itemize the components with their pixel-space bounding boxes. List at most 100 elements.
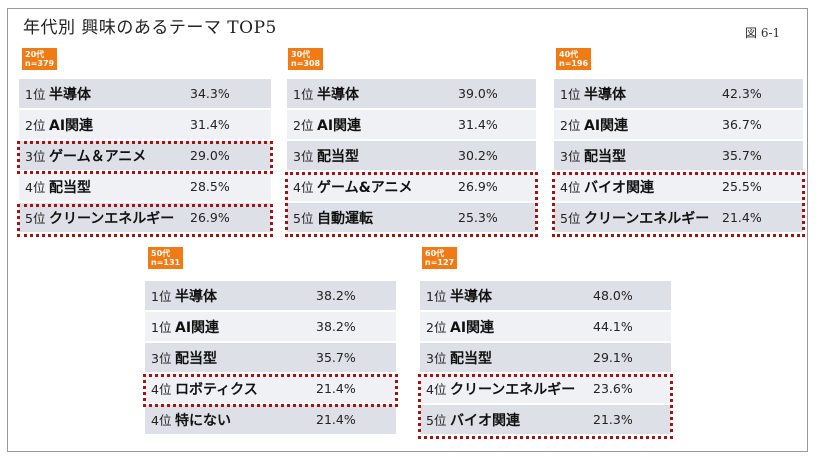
badge-sample-size: n=127 [425,258,455,267]
percentage-value: 25.5% [722,179,762,194]
table-row: 3位 配当型 30.2% [287,141,536,172]
percentage-value: 21.4% [316,381,356,396]
badge-age: 60代 [425,249,445,258]
table-row: 4位 特にない 21.4% [145,405,396,436]
table-row: 3位 配当型 29.1% [420,343,671,374]
percentage-value: 36.7% [722,117,762,132]
percentage-value: 21.4% [316,412,356,427]
percentage-value: 35.7% [722,148,762,163]
rank-label: 2位 [293,118,314,133]
table-row: 1位 半導体 42.3% [554,79,803,110]
rank-label: 4位 [560,180,581,195]
percentage-value: 26.9% [458,179,498,194]
theme-label: 特にない [175,412,231,429]
theme-label: 半導体 [450,288,492,305]
table-row: 3位 配当型 35.7% [554,141,803,172]
ranking-table-40s: 1位 半導体 42.3% 2位 AI関連 36.7% 3位 配当型 35.7% 4位 バイオ関… [554,79,803,234]
table-row: 3位 ゲーム＆アニメ 29.0% [19,141,271,172]
theme-label: バイオ関連 [584,179,654,196]
rank-label: 1位 [293,87,314,102]
percentage-value: 23.6% [593,381,633,396]
rank-label: 3位 [151,351,172,366]
table-row: 1位 半導体 48.0% [420,281,671,312]
theme-label: バイオ関連 [450,412,520,429]
rank-label: 2位 [25,118,46,133]
table-row: 2位 AI関連 31.4% [19,110,271,141]
theme-label: AI関連 [584,117,629,134]
rank-label: 1位 [151,320,172,335]
percentage-value: 48.0% [593,288,633,303]
theme-label: 配当型 [317,148,359,165]
rank-label: 3位 [25,149,46,164]
percentage-value: 31.4% [190,117,230,132]
badge-sample-size: n=131 [151,258,181,267]
table-row: 2位 AI関連 44.1% [420,312,671,343]
rank-label: 3位 [293,149,314,164]
theme-label: 配当型 [450,350,492,367]
badge-age: 40代 [559,50,579,59]
theme-label: ゲーム&アニメ [317,179,413,196]
rank-label: 5位 [560,211,581,226]
percentage-value: 39.0% [458,86,498,101]
theme-label: AI関連 [450,319,495,336]
badge-sample-size: n=379 [25,59,55,68]
rank-label: 2位 [560,118,581,133]
table-row: 5位 自動運転 25.3% [287,203,536,234]
percentage-value: 38.2% [316,288,356,303]
table-row: 5位 クリーンエネルギー 21.4% [554,203,803,234]
percentage-value: 28.5% [190,179,230,194]
badge-age: 20代 [25,50,45,59]
theme-label: AI関連 [175,319,220,336]
table-row: 2位 AI関連 36.7% [554,110,803,141]
rank-label: 2位 [426,320,447,335]
rank-label: 1位 [426,289,447,304]
age-badge-40s: 40代 n=196 [556,48,592,70]
rank-label: 4位 [151,413,172,428]
table-row: 1位 半導体 38.2% [145,281,396,312]
theme-label: 半導体 [175,288,217,305]
percentage-value: 21.4% [722,210,762,225]
rank-label: 5位 [25,211,46,226]
table-row: 4位 配当型 28.5% [19,172,271,203]
table-row: 3位 配当型 35.7% [145,343,396,374]
age-badge-50s: 50代 n=131 [148,247,184,269]
rank-label: 1位 [151,289,172,304]
table-row: 4位 ゲーム&アニメ 26.9% [287,172,536,203]
table-row: 4位 ロボティクス 21.4% [145,374,396,405]
ranking-table-20s: 1位 半導体 34.3% 2位 AI関連 31.4% 3位 ゲーム＆アニメ 29.0% 4位… [19,79,271,234]
theme-label: 配当型 [175,350,217,367]
table-row: 1位 半導体 39.0% [287,79,536,110]
table-row: 1位 半導体 34.3% [19,79,271,110]
rank-label: 1位 [25,87,46,102]
theme-label: クリーンエネルギー [49,210,175,227]
theme-label: 自動運転 [317,210,373,227]
table-row: 4位 バイオ関連 25.5% [554,172,803,203]
theme-label: 半導体 [317,86,359,103]
percentage-value: 29.0% [190,148,230,163]
percentage-value: 35.7% [316,350,356,365]
badge-age: 30代 [291,50,311,59]
rank-label: 4位 [426,382,447,397]
theme-label: AI関連 [317,117,362,134]
badge-sample-size: n=196 [559,59,589,68]
percentage-value: 31.4% [458,117,498,132]
percentage-value: 42.3% [722,86,762,101]
age-badge-30s: 30代 n=308 [288,48,324,70]
age-badge-20s: 20代 n=379 [22,48,58,70]
theme-label: 半導体 [49,86,91,103]
percentage-value: 38.2% [316,319,356,334]
table-row: 2位 AI関連 31.4% [287,110,536,141]
percentage-value: 44.1% [593,319,633,334]
percentage-value: 34.3% [190,86,230,101]
theme-label: クリーンエネルギー [584,210,710,227]
theme-label: 配当型 [49,179,91,196]
ranking-table-50s: 1位 半導体 38.2% 1位 AI関連 38.2% 3位 配当型 35.7% 4位 ロボティ… [145,281,396,436]
rank-label: 3位 [560,149,581,164]
table-row: 5位 バイオ関連 21.3% [420,405,671,436]
badge-sample-size: n=308 [291,59,321,68]
rank-label: 5位 [426,413,447,428]
table-row: 4位 クリーンエネルギー 23.6% [420,374,671,405]
theme-label: 半導体 [584,86,626,103]
table-row: 5位 クリーンエネルギー 26.9% [19,203,271,234]
theme-label: ロボティクス [175,381,258,398]
